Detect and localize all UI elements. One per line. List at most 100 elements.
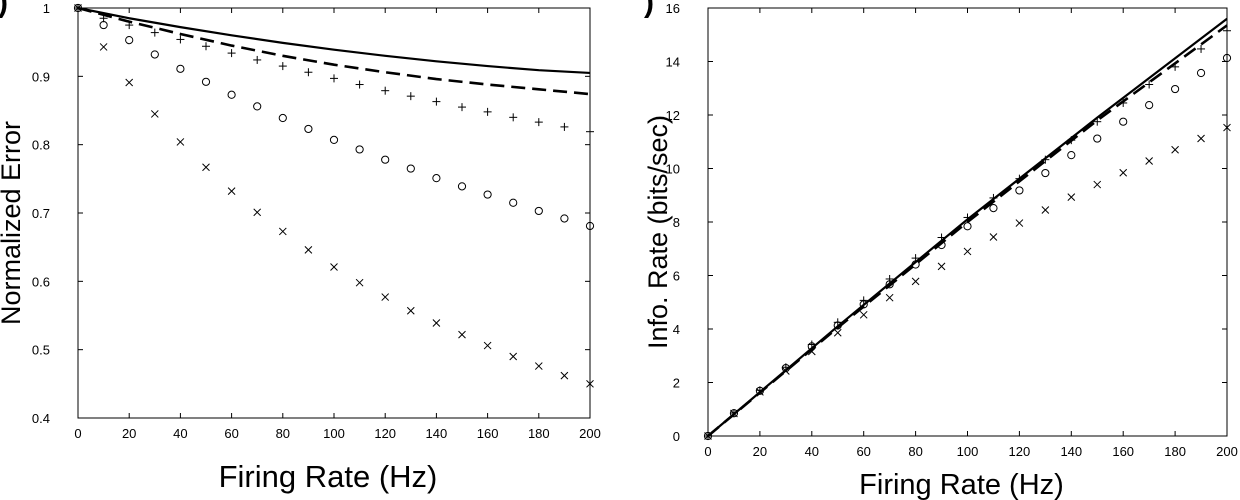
chart1-series-4-cross [704, 123, 1231, 440]
chart1-xtick-label: 100 [957, 444, 979, 459]
chart1-ytick-label: 12 [666, 108, 680, 123]
chart0-point-circle [227, 90, 236, 99]
chart0-ytick-label: 0.8 [32, 138, 50, 153]
chart1-xtick-label: 140 [1060, 444, 1082, 459]
chart0-point-plus [330, 74, 338, 83]
chart0-point-cross-b [483, 341, 492, 350]
chart0-point-plus [458, 103, 466, 112]
chart0-xtick-label: 200 [579, 426, 601, 441]
chart1-point-cross [1145, 157, 1154, 165]
chart0-point-circle [304, 124, 313, 134]
chart0-point-plus [304, 68, 313, 77]
chart1-point-circle [1067, 151, 1076, 160]
chart1-point-circle [729, 409, 739, 418]
chart1-point-circle [1041, 168, 1050, 178]
chart0-point-cross-b [227, 187, 236, 195]
chart1-xtick-label: 60 [856, 444, 870, 459]
chart1-point-cross [911, 277, 920, 286]
chart1-point-cross-b [833, 328, 842, 337]
chart0-point-cross [227, 187, 236, 195]
chart0-point-circle [534, 206, 543, 216]
chart0-point-plus [406, 92, 415, 101]
chart1-series-2-plus [704, 26, 1231, 440]
chart1-point-plus [1041, 155, 1050, 164]
chart1-point-plus [963, 213, 972, 222]
chart1-point-cross-b [989, 233, 998, 241]
chart0-point-cross [125, 78, 134, 87]
chart1-point-circle [1171, 84, 1180, 94]
chart0-series-1-line [77, 6, 591, 96]
chart0-point-cross [509, 352, 518, 361]
chart0-point-plus [227, 49, 236, 58]
chart1-point-cross [1041, 206, 1050, 214]
chart1-point-cross [1093, 180, 1102, 189]
chart0-point-cross-b [253, 208, 262, 217]
chart0-ytick-label: 0.5 [32, 343, 50, 358]
chart0-point-circle [253, 102, 262, 111]
chart1-point-cross [730, 409, 738, 418]
chart0-point-cross-b [381, 293, 390, 301]
chart0-point-cross-b [202, 163, 210, 172]
chart0-point-cross [202, 163, 210, 172]
chart1-point-circle [1196, 68, 1206, 78]
chart0-point-plus [381, 86, 390, 95]
chart0-point-cross-b [509, 352, 518, 361]
chart1-point-cross-b [859, 310, 868, 319]
chart0-point-cross-b [432, 319, 441, 327]
chart0-point-cross [560, 371, 569, 380]
chart1-point-cross [807, 347, 816, 356]
chart1-point-cross-b [781, 367, 790, 375]
chart1-point-plus [1197, 44, 1206, 53]
chart0-point-cross-b [304, 246, 313, 254]
chart0-x-axis-label: Firing Rate (Hz) [219, 459, 438, 494]
chart0-point-circle [457, 182, 467, 191]
chart0-y-axis-label: Normalized Error [0, 121, 26, 325]
chart0-point-circle [483, 190, 492, 199]
chart0-point-cross [483, 341, 492, 350]
chart1-panel-label: ) [644, 0, 654, 19]
chart1-y-axis-label: Info. Rate (bits/sec) [643, 115, 673, 349]
chart0-point-circle [585, 221, 595, 231]
chart1-point-cross-b [963, 247, 972, 256]
chart0-xtick-label: 120 [374, 426, 396, 441]
chart1-point-cross-b [1197, 134, 1205, 143]
chart0-point-plus [432, 97, 441, 106]
chart0-point-plus [176, 35, 185, 44]
chart1-point-plus [1223, 26, 1231, 35]
chart0-point-circle [99, 20, 108, 30]
chart0-point-plus [253, 55, 262, 64]
chart0-series-2-plus [74, 4, 594, 136]
chart1-point-cross-b [807, 347, 816, 356]
chart1-point-circle [885, 280, 894, 289]
chart0-point-cross-b [355, 278, 364, 287]
chart1-point-circle [1093, 134, 1102, 143]
chart1-point-plus [989, 193, 998, 202]
chart0-point-plus [99, 14, 108, 23]
chart1-point-cross [704, 432, 712, 440]
chart1-point-plus [885, 274, 894, 283]
chart0-ytick-label: 0.7 [32, 206, 50, 221]
chart1-point-cross [756, 388, 764, 396]
chart1-point-cross-b [1041, 206, 1050, 214]
chart1-point-plus [1015, 174, 1024, 183]
chart1-point-circle [1015, 186, 1024, 195]
chart1-point-circle [807, 342, 816, 351]
chart0-series-0-solid [77, 6, 591, 75]
chart1-point-circle [937, 240, 946, 250]
chart1-point-circle [963, 222, 972, 231]
chart0-point-cross [381, 293, 390, 301]
chart0-point-plus [509, 113, 518, 122]
chart1-ytick-label: 16 [666, 1, 680, 16]
chart0-point-plus [355, 80, 364, 89]
chart1-point-cross [1119, 168, 1128, 177]
chart1-point-plus [807, 340, 816, 349]
chart1-point-circle [1145, 101, 1154, 110]
chart0-point-cross [253, 208, 262, 217]
chart1-ytick-label: 14 [666, 55, 680, 70]
chart1-point-plus [1171, 62, 1180, 71]
chart1-series-1-line [707, 24, 1228, 437]
chart0-point-cross-b [406, 306, 415, 315]
chart1-point-circle [755, 386, 765, 395]
chart-panel-info-rate: ) 0 20 40 60 80 100 120 140 160 180 200 0 2 4 6 8 10 12 14 1… [643, 0, 1238, 500]
chart0-xtick-label: 100 [323, 426, 345, 441]
